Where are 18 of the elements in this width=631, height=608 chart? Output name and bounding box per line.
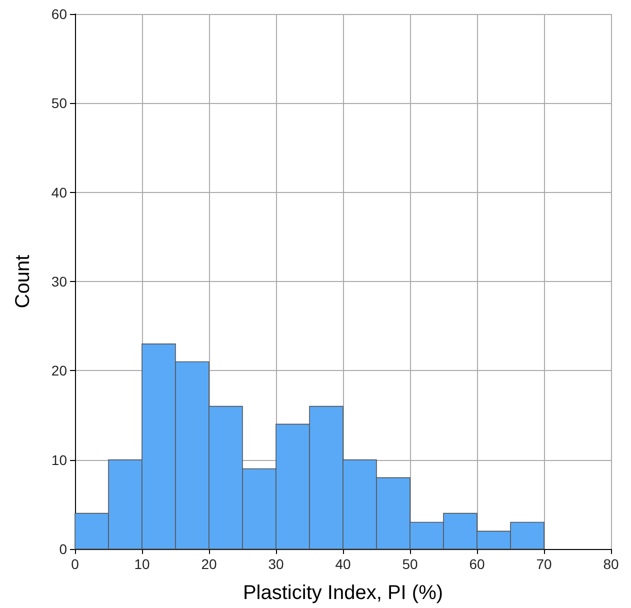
x-tick-label: 60 — [469, 556, 485, 572]
y-tick-label: 0 — [59, 541, 68, 557]
x-tick-label: 20 — [201, 556, 217, 572]
y-tick-label: 30 — [51, 274, 68, 290]
x-tick-label: 80 — [603, 556, 619, 572]
x-tick-label: 10 — [134, 556, 150, 572]
y-tick-label: 10 — [51, 452, 68, 468]
x-tick-label: 70 — [536, 556, 552, 572]
x-tick-label: 40 — [335, 556, 351, 572]
y-tick-label: 60 — [51, 6, 68, 22]
x-tick-label: 50 — [402, 556, 418, 572]
y-tick-label: 40 — [51, 184, 68, 200]
y-tick-label: 20 — [51, 362, 68, 379]
y-tick-label: 50 — [51, 95, 68, 112]
x-axis-title: Plasticity Index, PI (%) — [242, 582, 444, 604]
x-tick-label: 30 — [268, 556, 284, 572]
x-tick-label: 0 — [71, 556, 80, 572]
y-axis-title: Count — [12, 254, 34, 308]
